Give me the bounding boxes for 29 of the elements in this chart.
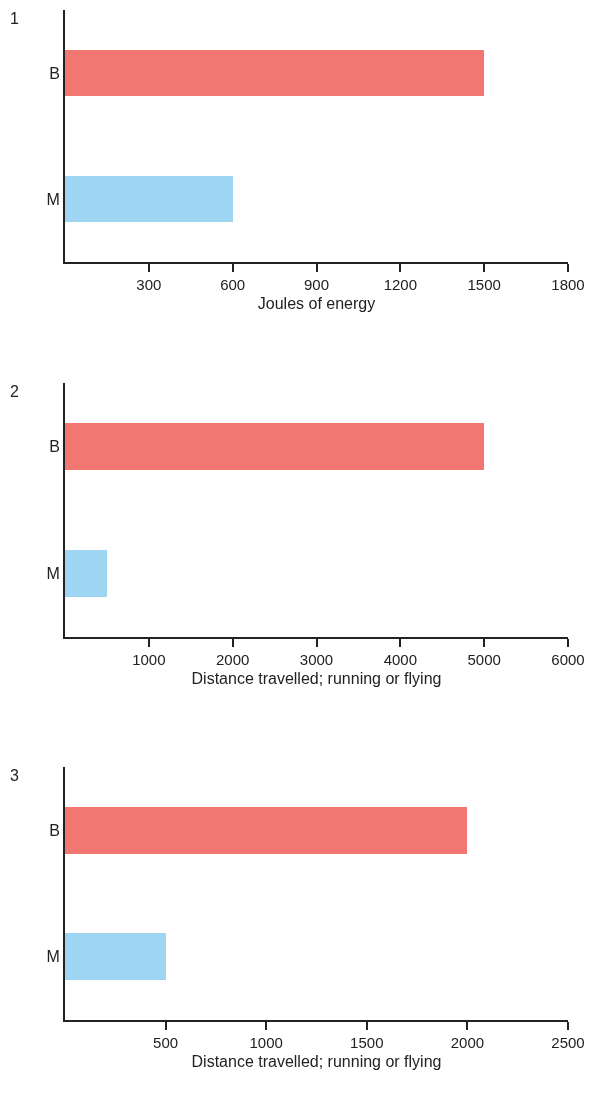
x-tick-label: 1500 (467, 276, 501, 293)
x-axis-title: Distance travelled; running or flying (191, 1053, 442, 1071)
y-tick-label: M (46, 565, 60, 583)
chart-title: 2 (10, 383, 19, 400)
x-tick-label: 2000 (215, 651, 250, 668)
y-tick-label: B (49, 821, 60, 839)
y-tick-label: M (46, 190, 60, 208)
x-tick-label: 2500 (551, 1034, 585, 1051)
y-tick-label: B (49, 64, 60, 82)
y-tick-label: B (49, 438, 60, 456)
x-tick-label: 6000 (551, 651, 585, 668)
x-tick-label: 1000 (249, 1034, 283, 1051)
chart-title: 1 (10, 10, 19, 27)
x-axis-title: Distance travelled; running or flying (191, 670, 442, 688)
x-tick-label: 5000 (467, 651, 501, 668)
x-tick-label: 1500 (350, 1034, 384, 1051)
chart-title: 3 (10, 767, 19, 784)
x-tick-label: 1200 (383, 276, 418, 293)
x-tick-label: 4000 (383, 651, 418, 668)
x-tick-label: 1800 (551, 276, 585, 293)
x-tick-label: 600 (220, 276, 246, 293)
x-tick-label: 3000 (299, 651, 334, 668)
x-tick-label: 900 (303, 276, 330, 293)
y-tick-label: M (46, 948, 60, 966)
x-axis-title: Joules of energy (257, 295, 376, 313)
x-tick-label: 1000 (132, 651, 166, 668)
x-tick-label: 2000 (450, 1034, 485, 1051)
x-tick-label: 500 (153, 1034, 179, 1051)
x-tick-label: 300 (136, 276, 162, 293)
